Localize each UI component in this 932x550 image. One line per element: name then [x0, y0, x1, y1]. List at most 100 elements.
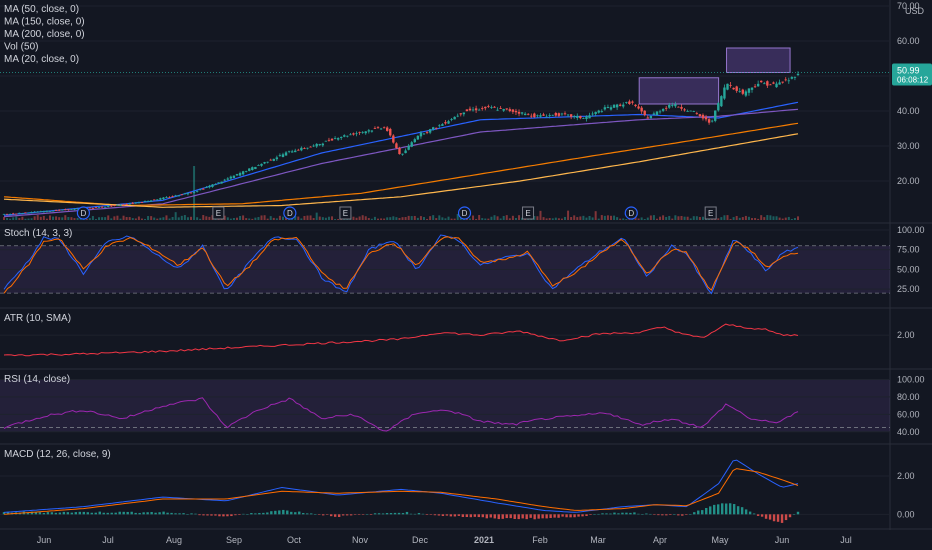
candle-body — [205, 187, 208, 188]
macd-histogram-bar — [158, 512, 161, 515]
candle-body — [655, 111, 659, 116]
candle-body — [107, 205, 110, 207]
macd-histogram-bar — [577, 514, 580, 517]
macd-histogram-bar — [589, 514, 592, 515]
candle-body — [618, 104, 622, 106]
candle-body — [720, 96, 723, 107]
macd-histogram-bar — [405, 511, 409, 515]
volume-bar — [677, 216, 680, 220]
candle-body — [159, 198, 162, 200]
volume-bar — [144, 218, 147, 220]
candle-body — [775, 83, 778, 88]
volume-bar — [747, 216, 750, 220]
macd-histogram-bar — [154, 512, 157, 515]
volume-bar — [156, 218, 159, 220]
volume-bar — [327, 216, 330, 220]
volume-bar — [760, 215, 763, 220]
candle-body — [585, 116, 588, 120]
volume-bar — [481, 218, 484, 220]
macd-histogram-bar — [601, 513, 604, 515]
event-marker-label: D — [287, 209, 293, 218]
volume-bar — [490, 216, 493, 220]
macd-histogram-bar — [318, 514, 321, 515]
volume-bar — [616, 217, 619, 220]
volume-bar — [554, 217, 557, 220]
volume-bar — [174, 212, 177, 220]
candle-body — [493, 106, 496, 108]
volume-bar — [606, 215, 609, 220]
candle-body — [315, 143, 318, 147]
time-axis-label: Jul — [102, 535, 114, 545]
series-line-ma-20 — [3, 101, 799, 216]
volume-bar — [459, 218, 462, 220]
macd-histogram-bar — [409, 513, 413, 515]
volume-bar — [324, 217, 327, 220]
candle-body — [183, 193, 187, 195]
volume-bar — [73, 218, 76, 220]
macd-histogram-bar — [142, 512, 145, 515]
macd-histogram-bar — [122, 511, 125, 515]
volume-bar — [775, 216, 778, 220]
candle-body — [303, 148, 306, 149]
volume-bar — [104, 217, 107, 220]
candle-body — [370, 130, 374, 132]
candle-body — [579, 115, 582, 119]
volume-bar — [557, 218, 560, 220]
candle-body — [8, 213, 12, 215]
macd-histogram-bar — [282, 509, 285, 515]
macd-histogram-bar — [449, 514, 453, 517]
candle-body — [563, 113, 567, 115]
macd-histogram-bar — [788, 514, 792, 518]
candle-body — [450, 119, 453, 120]
macd-histogram-bar — [433, 514, 437, 516]
candle-body — [162, 197, 165, 200]
series-line-ma-50 — [3, 108, 799, 218]
volume-bar — [695, 216, 698, 220]
candle-body — [367, 130, 371, 132]
candle-body — [300, 147, 303, 151]
macd-histogram-bar — [190, 513, 193, 515]
candle-body — [750, 87, 754, 90]
candle-body — [573, 115, 576, 117]
macd-histogram-bar — [262, 512, 265, 515]
volume-bar — [619, 218, 622, 220]
volume-bar — [741, 217, 744, 220]
volume-bar — [88, 218, 91, 220]
series-line-signal — [3, 468, 799, 515]
event-marker-label: D — [462, 209, 468, 218]
macd-histogram-bar — [553, 514, 556, 518]
macd-histogram-bar — [50, 512, 54, 515]
macd-histogram-bar — [170, 512, 173, 515]
macd-histogram-bar — [581, 514, 584, 517]
volume-bar — [395, 217, 398, 220]
indicator-label: MA (50, close, 0) — [4, 4, 79, 15]
candle-body — [223, 179, 226, 181]
time-axis-label: Jun — [775, 535, 790, 545]
macd-histogram-bar — [657, 514, 660, 516]
candle-body — [355, 133, 358, 135]
candle-body — [284, 152, 288, 156]
volume-bar — [373, 216, 376, 220]
volume-bar — [686, 216, 689, 220]
candle-body — [54, 210, 58, 211]
macd-histogram-bar — [649, 513, 652, 515]
volume-bar — [30, 218, 33, 220]
volume-bar — [564, 216, 567, 220]
candle-body — [428, 129, 432, 133]
indicator-label: Vol (50) — [4, 42, 38, 53]
volume-bar — [662, 215, 665, 220]
macd-histogram-bar — [772, 514, 776, 522]
volume-bar — [502, 215, 505, 220]
macd-histogram-bar — [517, 514, 520, 520]
y-tick-label: 25.00 — [897, 284, 920, 294]
macd-histogram-bar — [557, 514, 560, 518]
macd-histogram-bar — [146, 512, 149, 515]
macd-histogram-bar — [290, 511, 293, 515]
macd-histogram-bar — [6, 511, 10, 515]
volume-bar — [245, 218, 248, 220]
candle-body — [189, 192, 193, 194]
candle-body — [597, 110, 600, 113]
candle-body — [226, 178, 229, 180]
volume-bar — [239, 216, 242, 220]
